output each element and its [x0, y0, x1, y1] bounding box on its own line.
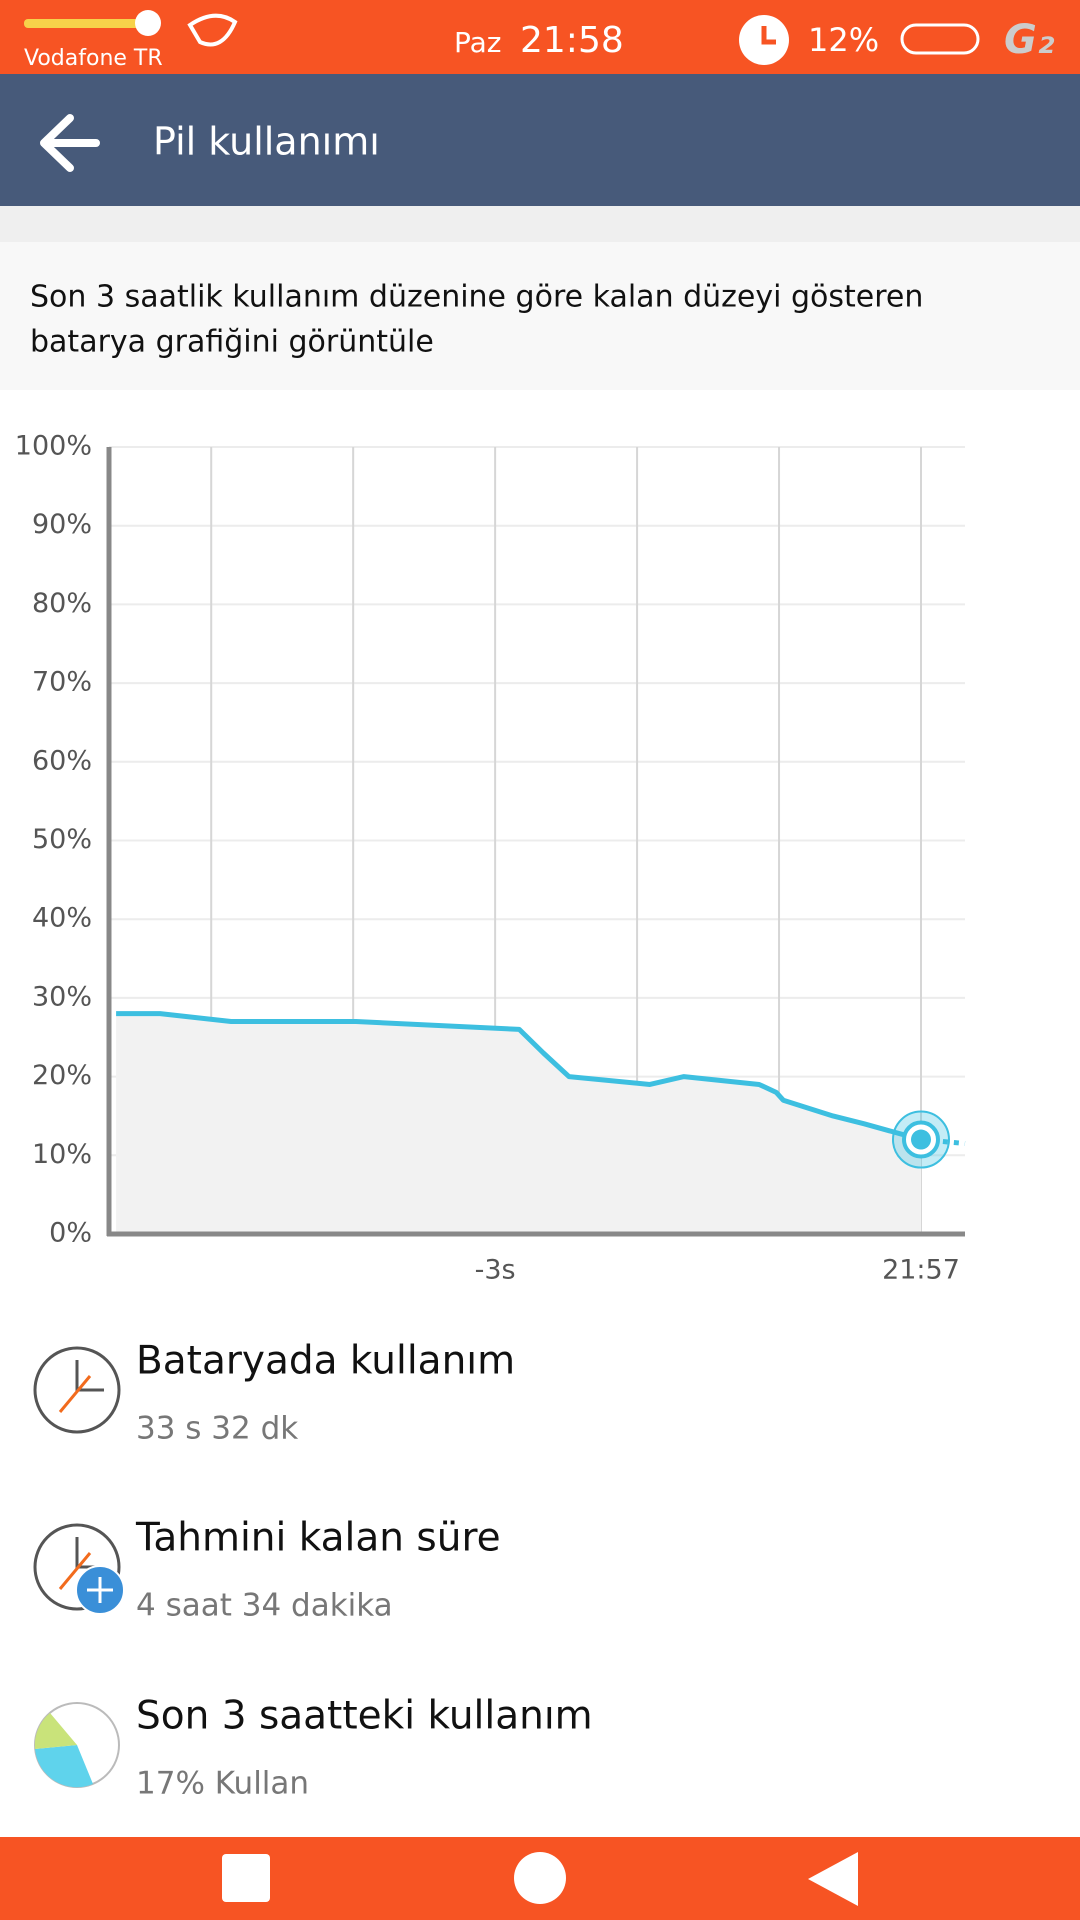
list-item[interactable]: Bataryada kullanım 33 s 32 dk — [33, 1339, 515, 1447]
description-box — [0, 242, 1080, 390]
battery-line — [116, 1011, 922, 1142]
item-title: Bataryada kullanım — [136, 1339, 515, 1384]
y-tick-label: 50% — [32, 824, 92, 855]
y-tick-label: 10% — [32, 1139, 92, 1170]
list-item[interactable]: Tahmini kalan süre 4 saat 34 dakika — [33, 1516, 501, 1624]
status-bar — [0, 0, 1080, 74]
projection-line — [920, 1137, 966, 1146]
description-line: Son 3 saatlik kullanım düzenine göre kal… — [30, 280, 923, 315]
y-tick-label: 90% — [32, 509, 92, 540]
y-tick-label: 80% — [32, 588, 92, 619]
recents-button[interactable] — [222, 1854, 270, 1902]
clock-second-hand — [58, 1375, 92, 1413]
y-tick-label: 30% — [32, 981, 92, 1012]
item-detail: 17% Kullan — [136, 1766, 309, 1802]
x-tick-label: 21:57 — [882, 1255, 960, 1286]
app-bar — [0, 74, 1080, 206]
day: Paz — [454, 26, 501, 59]
battery-percent: 12% — [808, 21, 879, 59]
x-tick-label: -3s — [475, 1255, 516, 1286]
app-title: Pil kullanımı — [153, 120, 380, 164]
y-tick-label: 20% — [32, 1060, 92, 1091]
clock: 21:58 — [520, 20, 624, 61]
spacer — [0, 206, 1080, 242]
battery-icon — [900, 23, 980, 55]
list-item[interactable]: Son 3 saatteki kullanım 17% Kullan — [34, 1694, 593, 1802]
description-line: batarya grafiğini görüntüle — [30, 325, 434, 360]
carrier: Vodafone TR — [24, 46, 163, 71]
leaf-icon — [187, 13, 238, 47]
logo: G₂ — [1004, 17, 1055, 63]
current-point — [910, 1129, 931, 1150]
item-detail: 4 saat 34 dakika — [136, 1588, 393, 1624]
pie-slice — [34, 1713, 77, 1749]
y-tick-label: 40% — [32, 903, 92, 934]
clock-second-hand — [58, 1552, 92, 1590]
alarm-hands — [761, 26, 776, 45]
item-title: Tahmini kalan süre — [135, 1516, 501, 1561]
area — [116, 1013, 921, 1234]
y-tick-label: 70% — [32, 667, 92, 698]
pie-slice — [35, 1745, 93, 1788]
y-tick-label: 0% — [49, 1218, 92, 1249]
plus-sign — [87, 1577, 113, 1603]
y-tick-label: 60% — [32, 745, 92, 776]
brightness-slider — [24, 19, 150, 28]
item-title: Son 3 saatteki kullanım — [136, 1694, 593, 1739]
item-detail: 33 s 32 dk — [136, 1411, 298, 1447]
battery-chart: 0% 10% 20% 30% 40% 50% 60% 70% 80% 90% 100% -3s 21:5… — [15, 431, 966, 1286]
home-button[interactable] — [514, 1852, 566, 1904]
back-button[interactable] — [40, 114, 100, 172]
slider-knob — [135, 10, 161, 36]
y-tick-label: 100% — [15, 431, 92, 462]
back-nav-button[interactable] — [808, 1852, 858, 1906]
